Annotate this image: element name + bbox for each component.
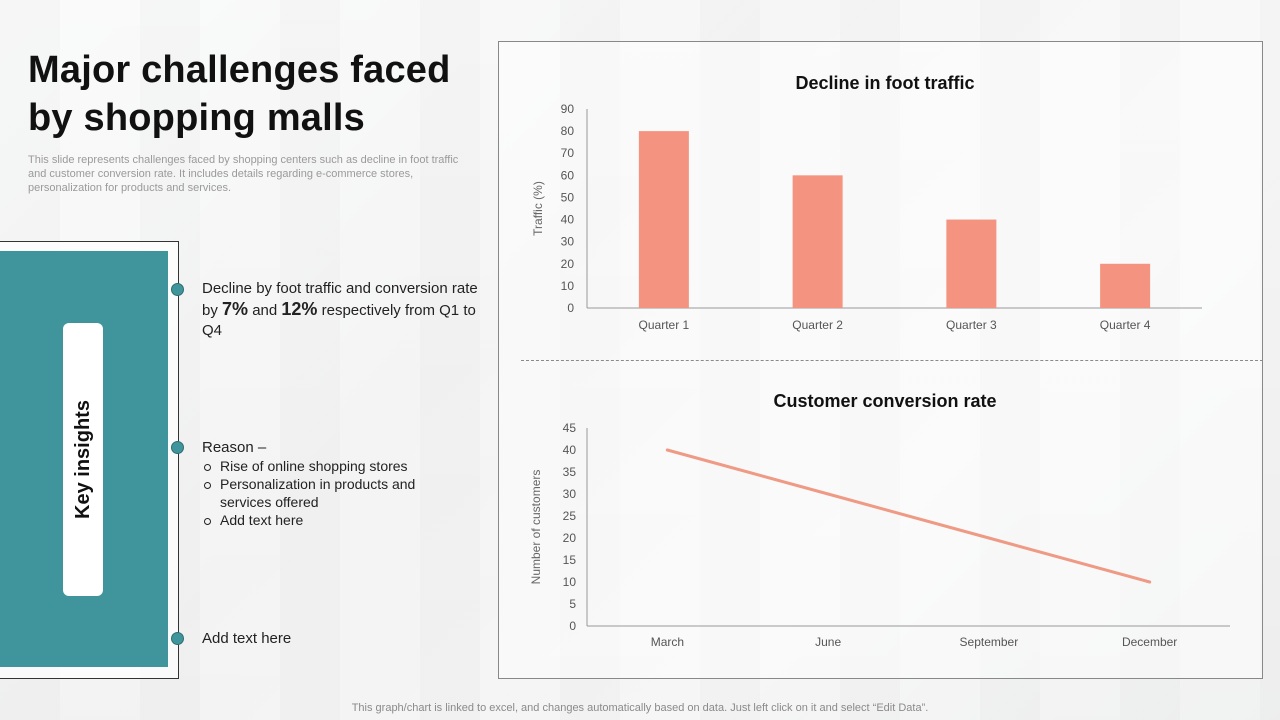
- y-tick-label: 0: [567, 301, 574, 315]
- series-line: [665, 448, 1152, 584]
- bullet-dot-icon: [171, 283, 184, 296]
- y-tick-label: 60: [561, 168, 575, 182]
- bullet-dot-icon: [171, 441, 184, 454]
- data-point: [987, 536, 991, 540]
- y-tick-label: 20: [563, 531, 577, 545]
- insight-point-decline: Decline by foot traffic and conversion r…: [202, 279, 487, 341]
- y-tick-label: 10: [563, 575, 577, 589]
- y-tick-label: 30: [561, 235, 575, 249]
- y-axis-label: Traffic (%): [531, 181, 545, 236]
- insight-reason-heading: Reason –: [202, 439, 267, 456]
- y-tick-label: 50: [561, 190, 575, 204]
- footer-note: This graph/chart is linked to excel, and…: [351, 702, 929, 714]
- insight-text: respectively from Q1 to Q4: [202, 302, 476, 339]
- bar: [638, 131, 689, 308]
- x-tick-label: March: [651, 635, 684, 649]
- chart-divider: [521, 360, 1263, 361]
- x-tick-label: September: [960, 635, 1019, 649]
- x-tick-label: Quarter 2: [792, 318, 843, 332]
- data-point: [665, 448, 669, 452]
- y-tick-label: 45: [563, 421, 577, 435]
- insight-value-traffic: 7%: [222, 299, 249, 319]
- y-tick-label: 10: [561, 279, 575, 293]
- x-tick-label: Quarter 1: [639, 318, 690, 332]
- x-tick-label: Quarter 4: [1100, 318, 1151, 332]
- insight-text: Decline by foot traffic and conversion r…: [202, 280, 478, 319]
- y-tick-label: 40: [563, 443, 577, 457]
- data-point: [826, 492, 830, 496]
- reason-item: Add text here: [202, 511, 462, 529]
- line-chart[interactable]: 0 5 10 15 20 25 30 35 40 45 March June September Dece…: [520, 418, 1250, 658]
- bar-chart-title: Decline in foot traffic: [795, 73, 975, 93]
- reason-item: Personalization in products and services…: [202, 475, 462, 511]
- bar-chart[interactable]: 0 10 20 30 40 50 60 70 80 90 Quarter 1 Quarter 2 Qua…: [520, 100, 1220, 340]
- y-tick-label: 70: [561, 146, 575, 160]
- bar: [792, 175, 843, 308]
- reason-list: Rise of online shopping stores Personali…: [202, 457, 462, 529]
- y-tick-label: 80: [561, 124, 575, 138]
- bar: [946, 219, 997, 308]
- y-tick-label: 0: [569, 619, 576, 633]
- line-chart-title: Customer conversion rate: [773, 391, 997, 411]
- page-title: Major challenges faced by shopping malls: [28, 49, 451, 139]
- reason-item: Rise of online shopping stores: [202, 457, 462, 475]
- bullet-dot-icon: [171, 632, 184, 645]
- y-axis-label: Number of customers: [529, 470, 543, 585]
- data-point: [1148, 580, 1152, 584]
- key-insights-label-box: Key insights: [63, 323, 103, 596]
- key-insights-label: Key insights: [71, 400, 94, 519]
- y-tick-label: 35: [563, 465, 577, 479]
- y-tick-label: 30: [563, 487, 577, 501]
- y-tick-label: 20: [561, 257, 575, 271]
- page-subtitle: This slide represents challenges faced b…: [28, 154, 459, 194]
- y-tick-label: 40: [561, 213, 575, 227]
- bar: [1100, 263, 1151, 308]
- insight-text: and: [248, 302, 282, 319]
- y-tick-label: 25: [563, 509, 577, 523]
- y-tick-label: 15: [563, 553, 577, 567]
- insight-point-add-text: Add text here: [202, 630, 292, 647]
- insight-value-conversion: 12%: [281, 299, 318, 319]
- x-tick-label: December: [1122, 635, 1177, 649]
- x-tick-label: June: [815, 635, 841, 649]
- y-tick-label: 90: [561, 102, 575, 116]
- y-tick-label: 5: [569, 597, 576, 611]
- x-tick-label: Quarter 3: [946, 318, 997, 332]
